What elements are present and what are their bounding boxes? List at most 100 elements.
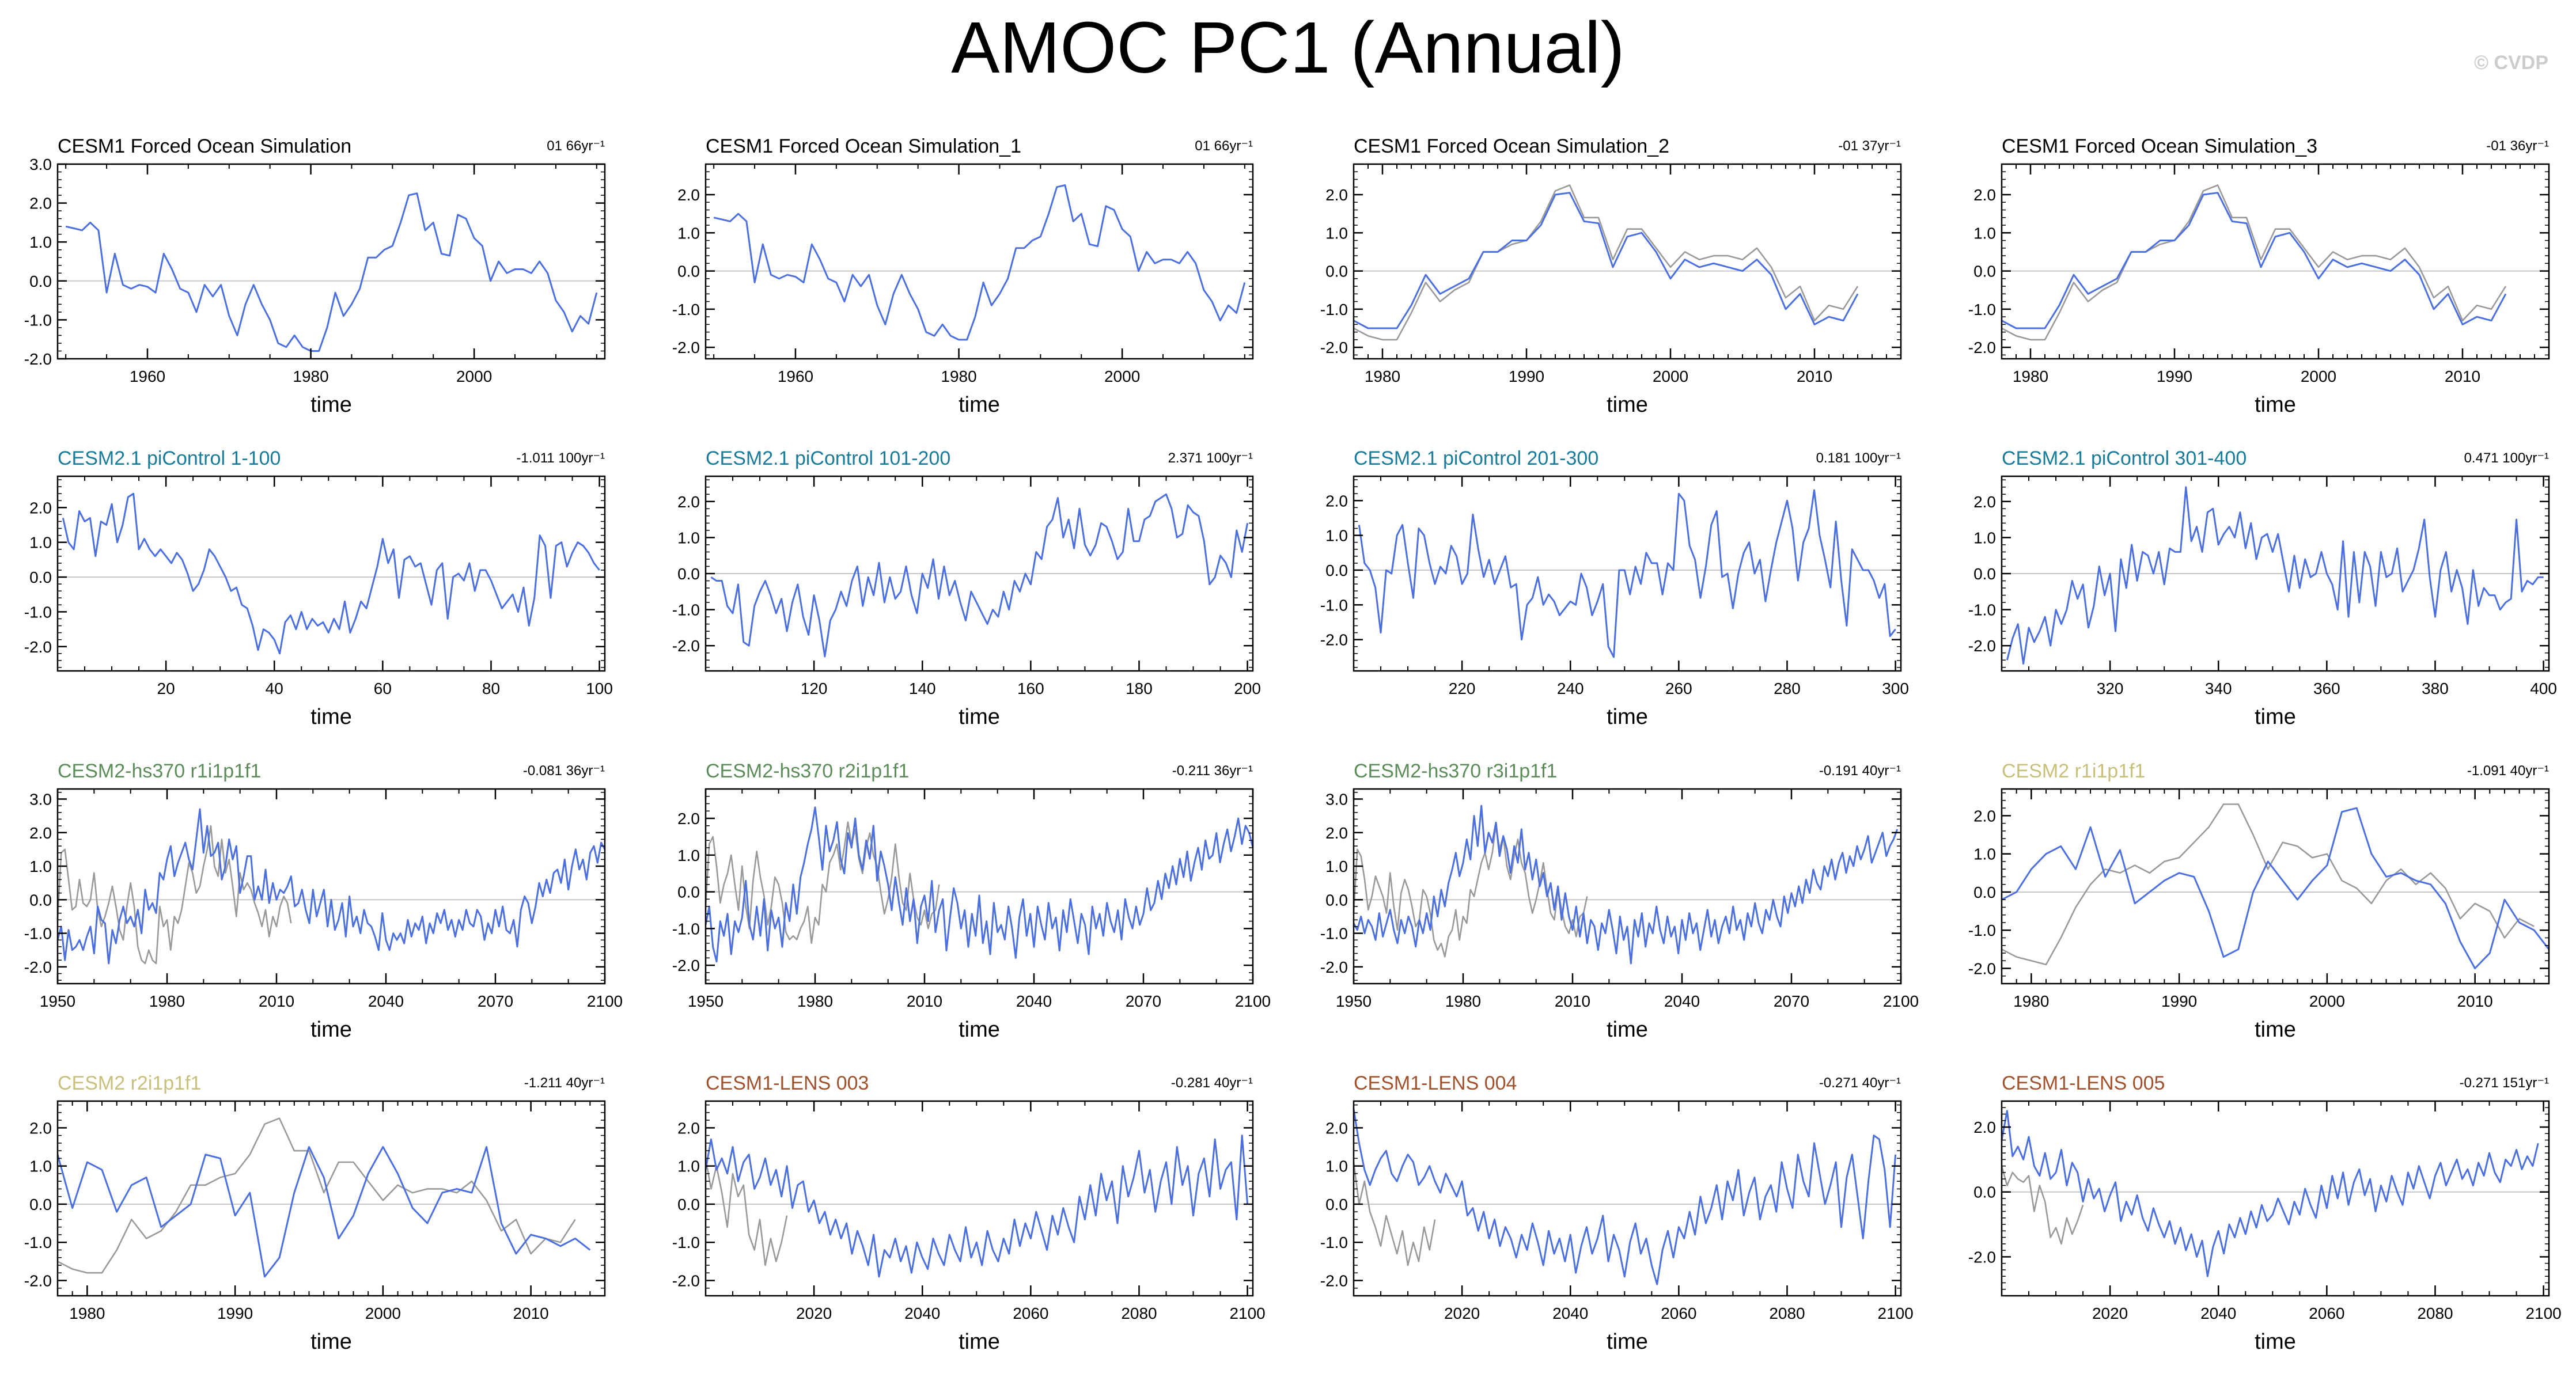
panel-title: CESM2 r1i1p1f1 bbox=[2002, 760, 2145, 782]
y-tick-label: -1.0 bbox=[672, 601, 700, 619]
plot-frame bbox=[2001, 163, 2550, 360]
y-tick-label: 2.0 bbox=[1325, 186, 1348, 204]
series-primary-line bbox=[1353, 805, 1899, 965]
y-tick-label: -2.0 bbox=[672, 339, 700, 356]
x-tick-label: 1980 bbox=[69, 1304, 105, 1322]
y-tick-label: -2.0 bbox=[1968, 637, 1996, 655]
series-primary-line bbox=[2001, 1110, 2539, 1277]
x-tick-label: 2010 bbox=[513, 1304, 548, 1322]
panel-16: 2020 2040 2060 2080 2100 2.0 0.0 -2.0 CESM1-LENS… bbox=[1968, 1072, 2562, 1354]
y-tick-label: 0.0 bbox=[1973, 263, 1996, 280]
panel-title: CESM2.1 piControl 201-300 bbox=[1354, 447, 1598, 469]
y-tick-label: 1.0 bbox=[677, 224, 700, 242]
x-tick-label: 1990 bbox=[2157, 367, 2192, 385]
x-tick-label: 2040 bbox=[2200, 1304, 2236, 1322]
x-tick-label: 160 bbox=[1017, 680, 1044, 697]
y-tick-label: -1.0 bbox=[672, 1234, 700, 1251]
trend-label: -0.271 40yr⁻¹ bbox=[1819, 1075, 1901, 1091]
y-tick-label: 2.0 bbox=[677, 493, 700, 511]
x-tick-label: 1960 bbox=[130, 367, 165, 385]
y-tick-label: 1.0 bbox=[29, 1158, 52, 1175]
series-primary-line bbox=[704, 1135, 1249, 1278]
trend-label: 0.471 100yr⁻¹ bbox=[2464, 450, 2549, 466]
y-tick-label: -2.0 bbox=[1968, 959, 1996, 977]
y-tick-label: 2.0 bbox=[1325, 824, 1348, 842]
y-tick-label: -1.0 bbox=[672, 301, 700, 318]
x-tick-label: 1980 bbox=[1445, 992, 1481, 1010]
credit-label: © CVDP bbox=[2474, 52, 2548, 74]
x-tick-label: 2100 bbox=[1877, 1304, 1913, 1322]
y-tick-label: 0.0 bbox=[1973, 1183, 1996, 1201]
y-tick-label: -1.0 bbox=[24, 603, 52, 621]
panel-9: 1950 1980 2010 2040 2070 2100 3.0 2.0 1.0 0.0 -1.0… bbox=[24, 760, 623, 1042]
series-primary-line bbox=[65, 192, 598, 352]
y-tick-label: 2.0 bbox=[1973, 493, 1996, 511]
series-reference-line bbox=[2001, 803, 2535, 966]
series-reference-line bbox=[1353, 1162, 1436, 1266]
x-tick-label: 1980 bbox=[1365, 367, 1400, 385]
x-tick-label: 2040 bbox=[368, 992, 404, 1010]
x-tick-label: 2010 bbox=[2445, 367, 2480, 385]
y-tick-label: 0.0 bbox=[29, 1196, 52, 1213]
panel-title: CESM2.1 piControl 1-100 bbox=[58, 447, 281, 469]
y-tick-label: 1.0 bbox=[1973, 529, 1996, 547]
trend-label: -0.211 36yr⁻¹ bbox=[1172, 763, 1253, 779]
panel-3: 1980 1990 2000 2010 2.0 1.0 0.0 -1.0 -2.0 CESM1 F… bbox=[1320, 135, 1902, 417]
panel-title: CESM1-LENS 003 bbox=[706, 1072, 869, 1094]
y-tick-label: 1.0 bbox=[1325, 858, 1348, 875]
y-tick-label: 0.0 bbox=[1325, 561, 1348, 579]
x-tick-label: 80 bbox=[482, 680, 500, 697]
y-tick-label: 1.0 bbox=[677, 1158, 700, 1175]
x-axis-label: time bbox=[1607, 393, 1648, 417]
series-reference-line bbox=[2001, 1166, 2084, 1245]
series-primary-line bbox=[1358, 489, 1896, 658]
series-reference-line bbox=[57, 1117, 576, 1274]
series-reference-line bbox=[1353, 825, 1588, 958]
series-primary-line bbox=[2001, 807, 2550, 969]
x-tick-label: 240 bbox=[1557, 680, 1584, 697]
x-tick-label: 260 bbox=[1665, 680, 1692, 697]
series-primary-line bbox=[56, 1146, 591, 1278]
y-tick-label: 3.0 bbox=[1325, 790, 1348, 808]
x-axis-label: time bbox=[1607, 705, 1648, 729]
x-tick-label: 2020 bbox=[796, 1304, 832, 1322]
x-tick-label: 2060 bbox=[2309, 1304, 2344, 1322]
y-tick-label: 3.0 bbox=[29, 790, 52, 808]
y-tick-label: 1.0 bbox=[29, 858, 52, 875]
panel-6: 120 140 160 180 200 2.0 1.0 0.0 -1.0 -2.0 CESM2.1 … bbox=[672, 447, 1261, 729]
x-tick-label: 1990 bbox=[2161, 992, 2197, 1010]
x-tick-label: 20 bbox=[157, 680, 175, 697]
x-tick-label: 2100 bbox=[1235, 992, 1271, 1010]
y-tick-label: -1.0 bbox=[1968, 601, 1996, 619]
panel-title: CESM1-LENS 005 bbox=[2002, 1072, 2165, 1094]
series-primary-line bbox=[1353, 192, 1859, 329]
panel-15: 2020 2040 2060 2080 2100 2.0 1.0 0.0 -1.0 -2.0 CES… bbox=[1320, 1072, 1914, 1354]
trend-label: -0.191 40yr⁻¹ bbox=[1819, 763, 1901, 779]
plot-frame bbox=[2001, 788, 2550, 985]
panel-1: 1960 1980 2000 3.0 2.0 1.0 0.0 -1.0 -2.0 CESM1 Fo… bbox=[24, 135, 606, 417]
y-tick-label: 2.0 bbox=[1973, 807, 1996, 825]
y-tick-label: 1.0 bbox=[677, 529, 700, 547]
x-tick-label: 1980 bbox=[2013, 367, 2048, 385]
x-tick-label: 120 bbox=[801, 680, 828, 697]
x-tick-label: 2070 bbox=[1126, 992, 1161, 1010]
y-tick-label: -1.0 bbox=[1968, 301, 1996, 318]
x-tick-label: 2040 bbox=[1016, 992, 1052, 1010]
y-tick-label: -1.0 bbox=[1320, 596, 1348, 614]
x-axis-label: time bbox=[959, 705, 1000, 729]
x-tick-label: 2000 bbox=[2301, 367, 2336, 385]
main-title: AMOC PC1 (Annual) bbox=[951, 7, 1625, 88]
panel-13: 1980 1990 2000 2010 2.0 1.0 0.0 -1.0 -2.0 CESM2 r… bbox=[24, 1072, 606, 1354]
y-tick-label: -1.0 bbox=[1968, 921, 1996, 939]
y-tick-label: 2.0 bbox=[677, 810, 700, 828]
trend-label: -0.281 40yr⁻¹ bbox=[1171, 1075, 1253, 1091]
y-tick-label: 0.0 bbox=[1325, 891, 1348, 909]
y-tick-label: 1.0 bbox=[29, 233, 52, 251]
y-tick-label: -2.0 bbox=[1320, 958, 1348, 976]
series-primary-line bbox=[62, 492, 600, 655]
x-axis-label: time bbox=[2255, 705, 2296, 729]
y-tick-label: 2.0 bbox=[1325, 492, 1348, 510]
x-tick-label: 2040 bbox=[1552, 1304, 1588, 1322]
panel-title: CESM2 r2i1p1f1 bbox=[58, 1072, 201, 1094]
x-tick-label: 180 bbox=[1126, 680, 1153, 697]
